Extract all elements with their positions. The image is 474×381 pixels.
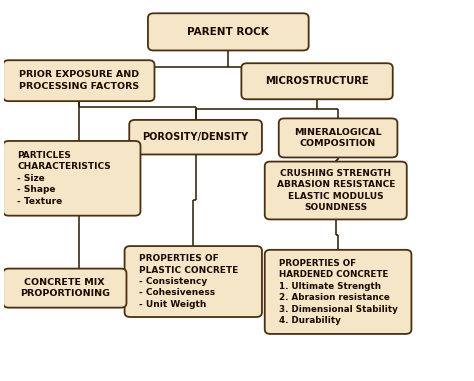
Text: MICROSTRUCTURE: MICROSTRUCTURE	[265, 76, 369, 86]
Text: PARTICLES
CHARACTERISTICS
- Size
- Shape
- Texture: PARTICLES CHARACTERISTICS - Size - Shape…	[17, 151, 111, 206]
Text: CONCRETE MIX
PROPORTIONING: CONCRETE MIX PROPORTIONING	[20, 278, 110, 298]
FancyBboxPatch shape	[279, 118, 397, 157]
Text: POROSITY/DENSITY: POROSITY/DENSITY	[143, 132, 249, 142]
Text: MINERALOGICAL
COMPOSITION: MINERALOGICAL COMPOSITION	[294, 128, 382, 148]
FancyBboxPatch shape	[265, 162, 407, 219]
FancyBboxPatch shape	[3, 60, 155, 101]
FancyBboxPatch shape	[241, 63, 393, 99]
FancyBboxPatch shape	[3, 141, 140, 216]
Text: PROPERTIES OF
HARDENED CONCRETE
1. Ultimate Strength
2. Abrasion resistance
3. D: PROPERTIES OF HARDENED CONCRETE 1. Ultim…	[279, 259, 398, 325]
Text: PRIOR EXPOSURE AND
PROCESSING FACTORS: PRIOR EXPOSURE AND PROCESSING FACTORS	[19, 70, 139, 91]
Text: PARENT ROCK: PARENT ROCK	[187, 27, 269, 37]
FancyBboxPatch shape	[3, 269, 127, 307]
FancyBboxPatch shape	[148, 13, 309, 50]
FancyBboxPatch shape	[265, 250, 411, 334]
FancyBboxPatch shape	[129, 120, 262, 154]
Text: PROPERTIES OF
PLASTIC CONCRETE
- Consistency
- Cohesiveness
- Unit Weigth: PROPERTIES OF PLASTIC CONCRETE - Consist…	[138, 254, 238, 309]
Text: CRUSHING STRENGTH
ABRASION RESISTANCE
ELASTIC MODULUS
SOUNDNESS: CRUSHING STRENGTH ABRASION RESISTANCE EL…	[276, 169, 395, 212]
FancyBboxPatch shape	[125, 246, 262, 317]
